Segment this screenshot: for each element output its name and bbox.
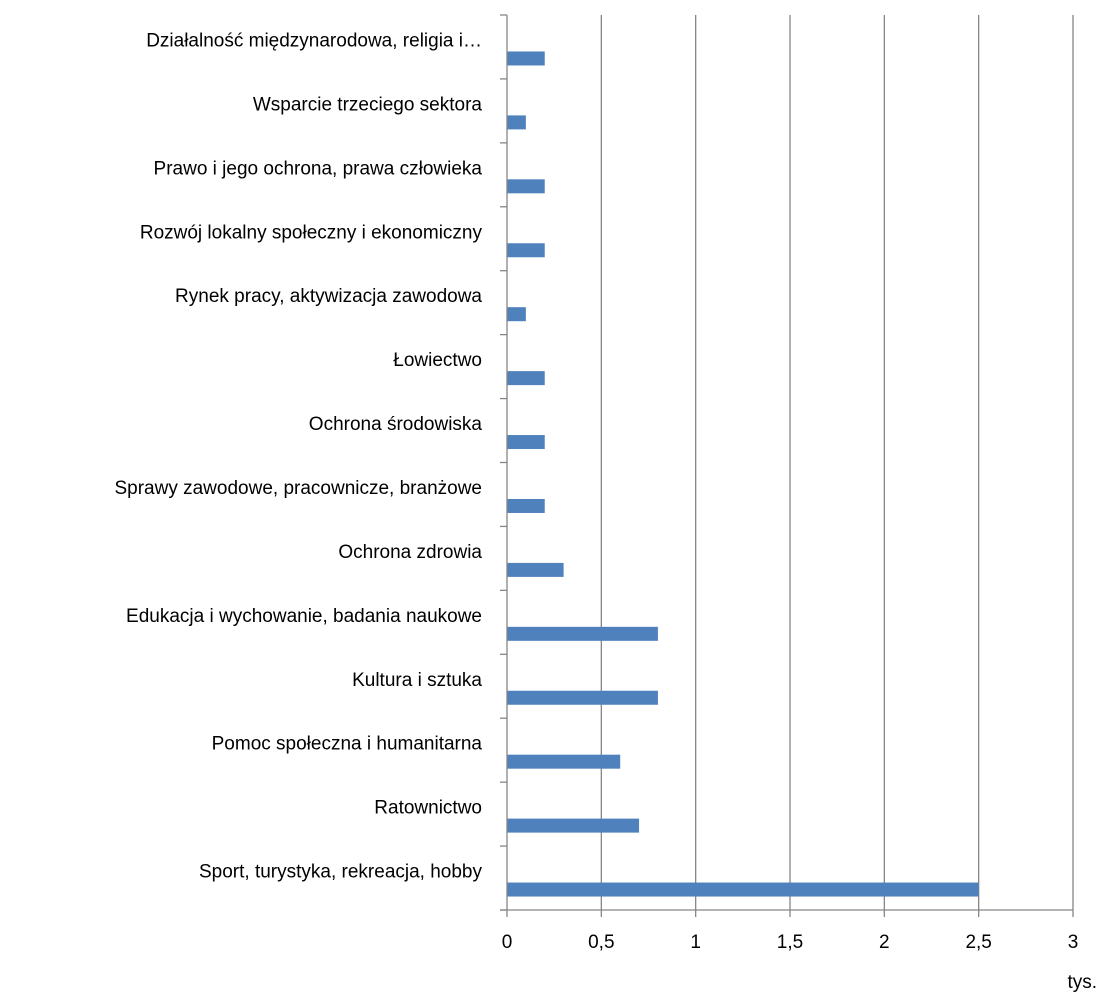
bar	[507, 882, 979, 897]
category-label: Łowiectwo	[393, 350, 482, 371]
category-label: Pomoc społeczna i humanitarna	[212, 734, 483, 755]
category-label: Ochrona środowiska	[309, 414, 483, 435]
x-tick-labels: 0 0,5 1 1,5 2 2,5 3	[502, 932, 1079, 953]
bar	[507, 243, 545, 258]
category-label: Sport, turystyka, rekreacja, hobby	[199, 862, 483, 883]
bar	[507, 498, 545, 513]
bar	[507, 818, 640, 833]
x-tick-label: 3	[1068, 932, 1079, 953]
category-label: Wsparcie trzeciego sektora	[253, 94, 483, 115]
bar	[507, 115, 526, 130]
x-tick-label: 2,5	[965, 932, 991, 953]
category-label: Prawo i jego ochrona, prawa człowieka	[154, 158, 483, 179]
x-tick-label: 1,5	[777, 932, 803, 953]
axes	[500, 14, 1074, 917]
gridlines	[600, 15, 1074, 910]
x-tick-label: 0,5	[588, 932, 614, 953]
category-label: Kultura i sztuka	[352, 670, 482, 691]
category-label: Ratownictwo	[374, 798, 482, 819]
bar	[507, 690, 658, 705]
bars	[507, 51, 979, 897]
category-label: Edukacja i wychowanie, badania naukowe	[126, 606, 482, 627]
category-label: Działalność międzynarodowa, religia i…	[146, 30, 482, 51]
bar	[507, 562, 564, 577]
category-label: Ochrona zdrowia	[338, 542, 482, 563]
bar	[507, 435, 545, 450]
category-label: Sprawy zawodowe, pracownicze, branżowe	[114, 478, 482, 499]
x-tick-label: 0	[502, 932, 513, 953]
bar	[507, 626, 658, 641]
x-tick-label: 1	[690, 932, 701, 953]
bar	[507, 754, 621, 769]
category-label: Rozwój lokalny społeczny i ekonomiczny	[140, 222, 483, 243]
bar	[507, 179, 545, 194]
unit-label: tys.	[1067, 972, 1097, 993]
x-tick-label: 2	[879, 932, 890, 953]
category-label: Rynek pracy, aktywizacja zawodowa	[175, 286, 482, 307]
bar	[507, 51, 545, 66]
bar	[507, 307, 526, 322]
bar	[507, 371, 545, 386]
category-labels: Działalność międzynarodowa, religia i… Ws…	[114, 30, 482, 882]
